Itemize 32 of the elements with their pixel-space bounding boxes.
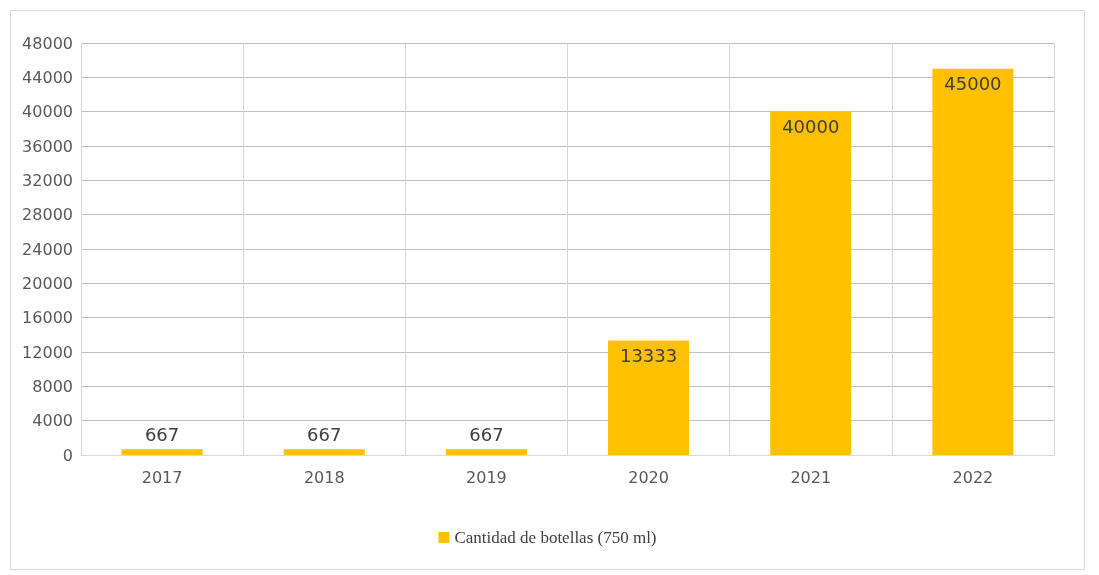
x-tick-label: 2017 — [141, 467, 183, 487]
y-tick-label: 12000 — [22, 342, 73, 362]
y-tick-label: 20000 — [22, 273, 73, 293]
bar — [445, 449, 527, 455]
data-label: 13333 — [619, 345, 678, 367]
bar — [770, 111, 852, 455]
bar — [121, 449, 203, 455]
y-tick-label: 8000 — [32, 376, 73, 396]
y-tick-label: 44000 — [22, 67, 73, 87]
y-tick-label: 4000 — [32, 411, 73, 431]
y-tick-label: 36000 — [22, 136, 73, 156]
data-label: 667 — [469, 423, 504, 445]
x-tick-label: 2020 — [628, 467, 669, 487]
y-tick-label: 40000 — [22, 102, 73, 122]
y-tick-label: 48000 — [22, 33, 73, 53]
data-label: 667 — [144, 423, 180, 445]
x-tick-label: 2022 — [952, 467, 994, 487]
x-tick-label: 2018 — [303, 467, 345, 487]
x-tick-label: 2021 — [790, 467, 832, 487]
data-label: 40000 — [782, 116, 840, 138]
y-tick-label: 32000 — [22, 170, 73, 190]
y-tick-label: 24000 — [22, 239, 73, 259]
bar — [608, 340, 690, 455]
bar — [283, 449, 365, 455]
data-label: 667 — [307, 423, 342, 445]
data-label: 45000 — [944, 73, 1002, 95]
y-tick-label: 28000 — [22, 205, 73, 225]
x-tick-label: 2019 — [466, 467, 507, 487]
y-tick-label: 16000 — [22, 308, 73, 328]
y-tick-label: 0 — [62, 445, 73, 465]
legend-label: Cantidad de botellas (750 ml) — [454, 528, 657, 547]
bar — [932, 68, 1014, 455]
